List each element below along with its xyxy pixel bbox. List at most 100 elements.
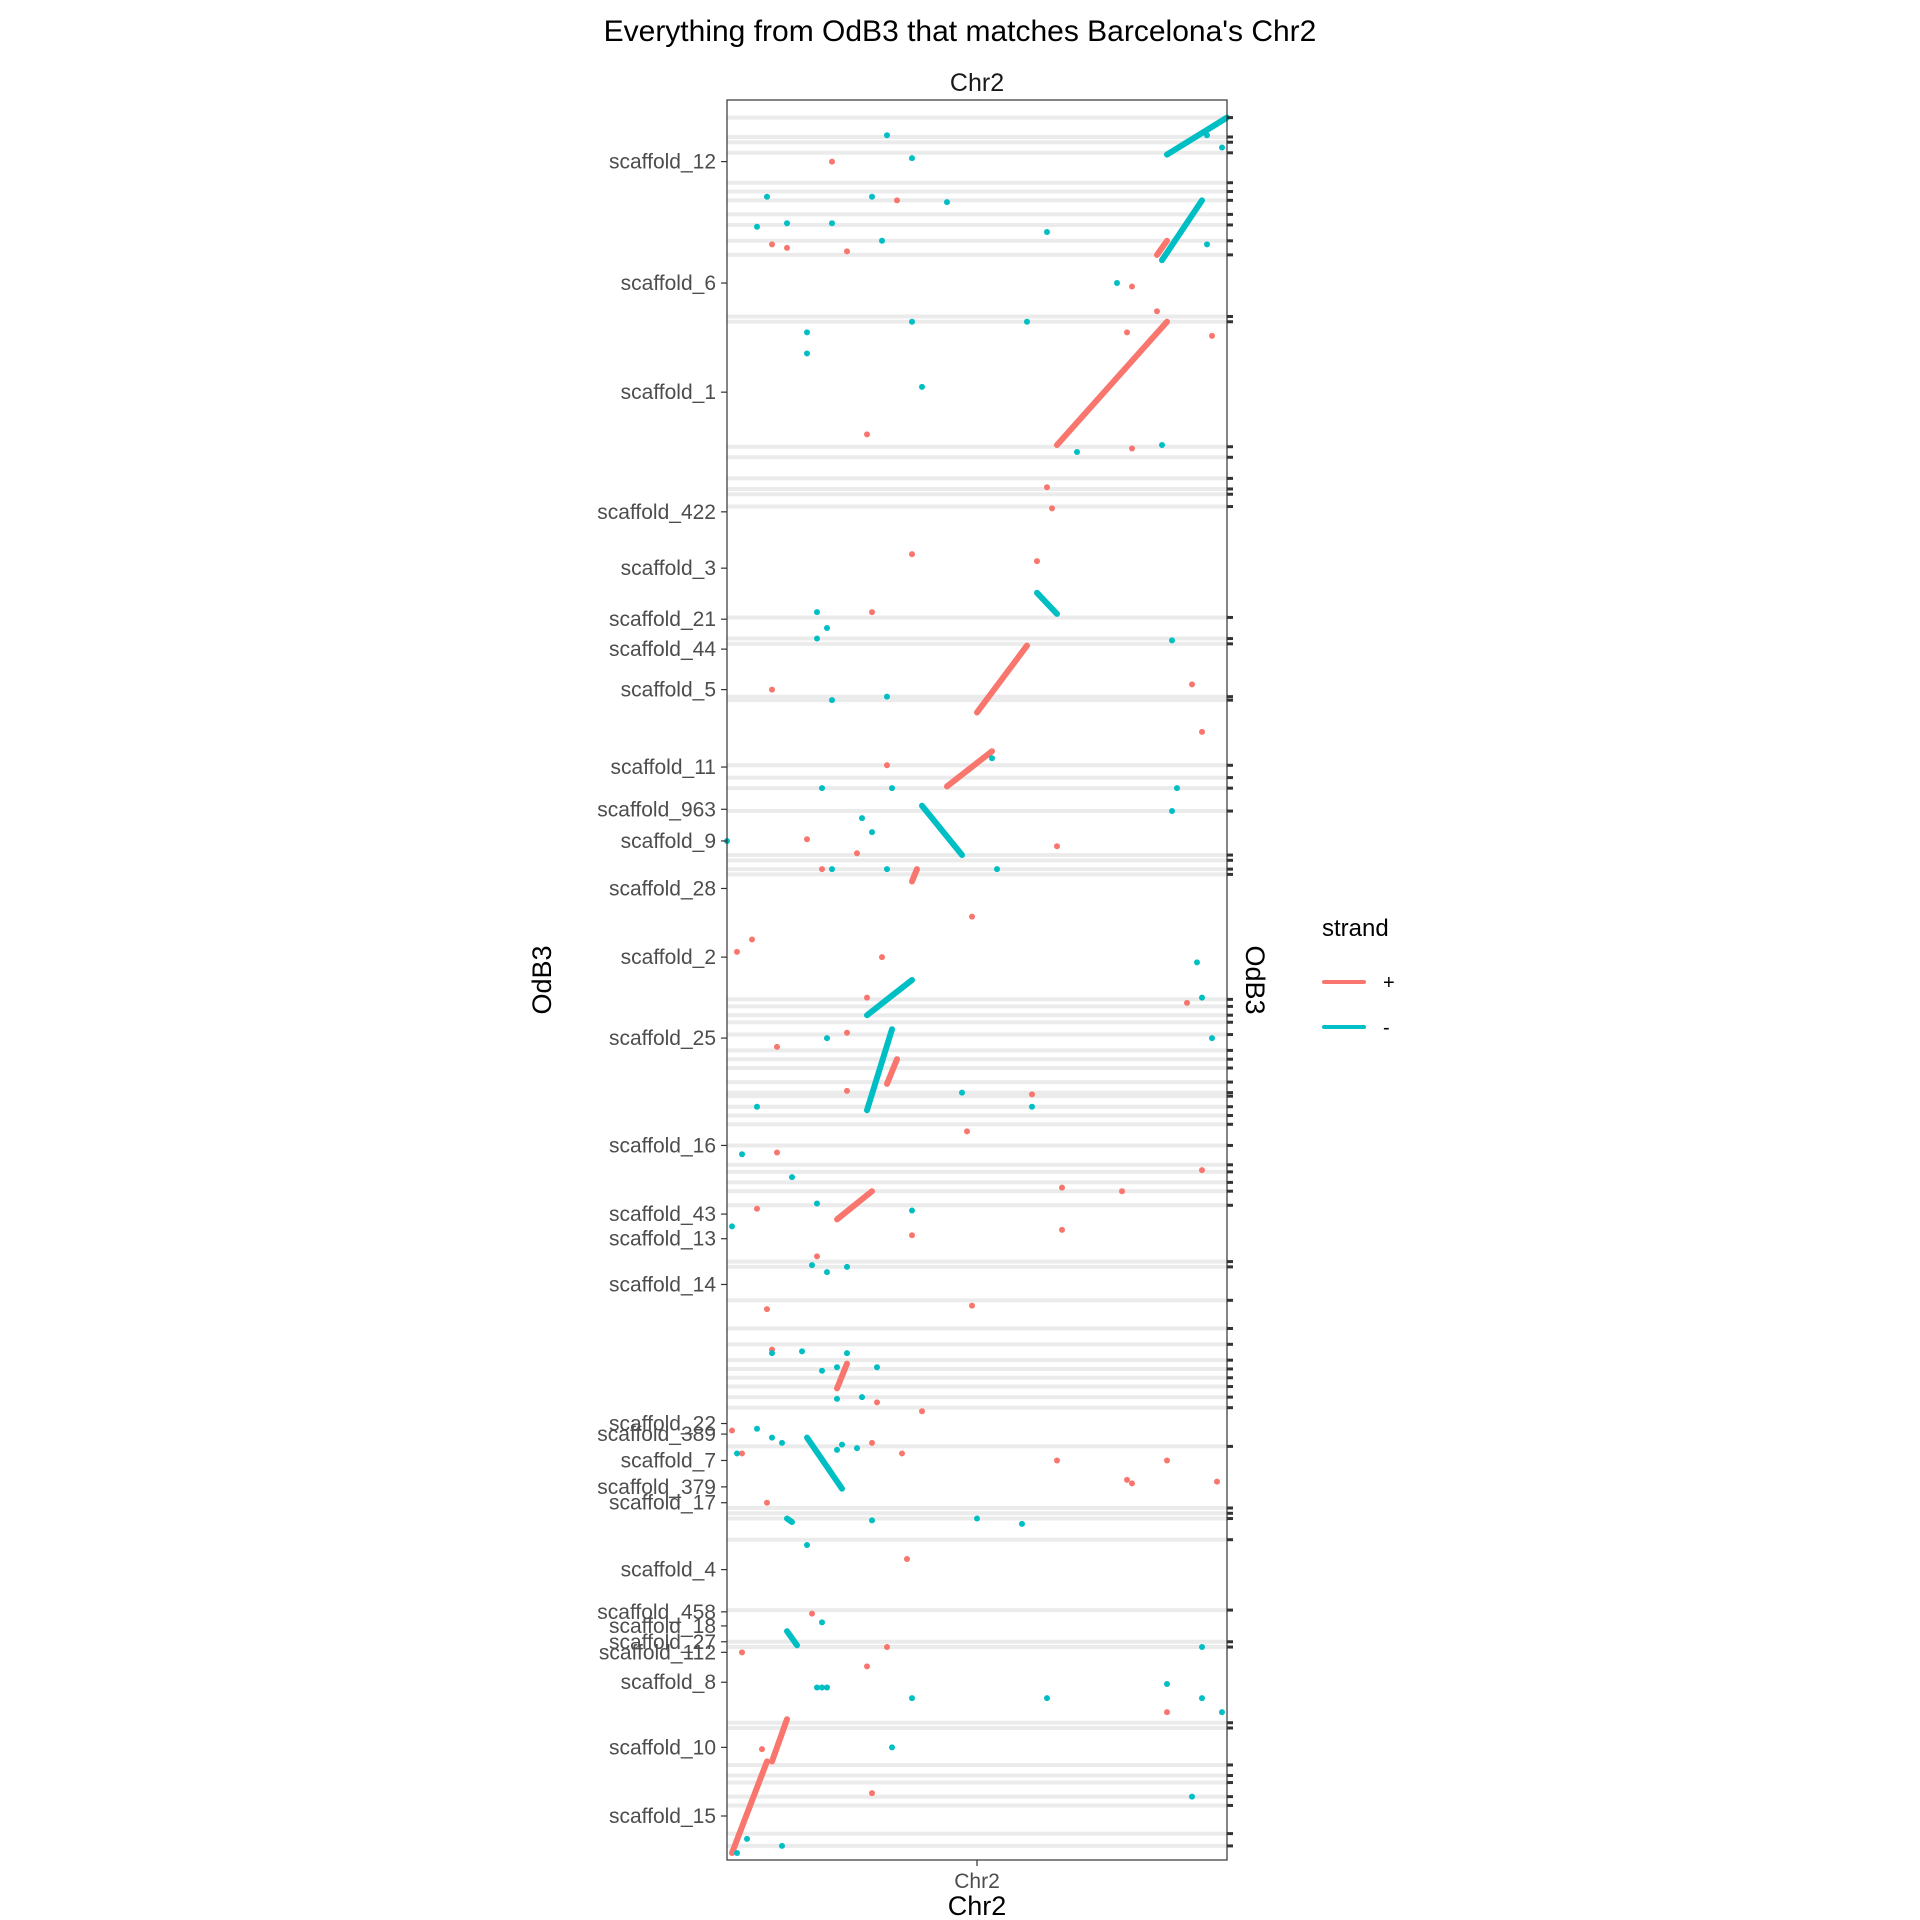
y-axis-tick-label: scaffold_10 xyxy=(609,1736,716,1759)
alignment-point-minus xyxy=(819,1367,825,1374)
alignment-point-minus xyxy=(944,199,950,206)
alignment-point-minus xyxy=(804,1541,810,1548)
alignment-run-plus xyxy=(884,1056,900,1087)
alignment-point-plus xyxy=(969,1302,975,1309)
y-axis-tick-label: scaffold_963 xyxy=(597,798,716,821)
y-axis-tick-label: scaffold_22 xyxy=(609,1413,716,1436)
alignment-point-minus xyxy=(824,1684,830,1691)
y-axis-tick-label: scaffold_422 xyxy=(597,501,716,524)
alignment-point-minus xyxy=(739,1151,745,1158)
alignment-point-plus xyxy=(1164,1457,1170,1464)
alignment-point-minus xyxy=(824,1035,830,1042)
y-axis-tick-label: scaffold_379 xyxy=(597,1476,716,1499)
y-axis-tick-label: scaffold_1 xyxy=(621,381,716,404)
y-axis-tick-label: scaffold_18 xyxy=(609,1615,716,1638)
alignment-point-minus xyxy=(834,1364,840,1371)
alignment-point-minus xyxy=(819,785,825,792)
y-axis-tick-label: scaffold_14 xyxy=(609,1273,716,1296)
alignment-point-minus xyxy=(754,1103,760,1110)
alignment-point-minus xyxy=(909,318,915,325)
alignment-run-plus xyxy=(944,748,995,790)
alignment-point-plus xyxy=(854,850,860,857)
alignment-point-plus xyxy=(1034,558,1040,565)
alignment-point-minus xyxy=(764,193,770,200)
alignment-point-minus xyxy=(814,1684,820,1691)
alignment-point-minus xyxy=(1199,1644,1205,1651)
alignment-point-minus xyxy=(814,635,820,642)
alignment-point-plus xyxy=(909,551,915,558)
y-axis-tick-label: scaffold_8 xyxy=(621,1671,716,1694)
alignment-point-minus xyxy=(814,1200,820,1207)
alignment-point-plus xyxy=(754,1205,760,1212)
alignment-point-minus xyxy=(784,220,790,227)
alignment-point-minus xyxy=(1159,441,1165,448)
alignment-point-plus xyxy=(819,866,825,873)
alignment-point-minus xyxy=(804,329,810,336)
y-axis-tick-label: scaffold_2 xyxy=(621,946,716,969)
alignment-point-minus xyxy=(884,132,890,139)
alignment-run-minus xyxy=(1034,589,1060,617)
alignment-run-minus xyxy=(1159,197,1205,264)
alignment-run-minus xyxy=(784,1515,795,1526)
alignment-point-plus xyxy=(734,948,740,955)
legend: strand + - xyxy=(1322,915,1395,1039)
alignment-point-minus xyxy=(974,1515,980,1522)
alignment-point-minus xyxy=(754,223,760,230)
alignment-point-minus xyxy=(1204,132,1210,139)
alignment-point-plus xyxy=(804,836,810,843)
alignment-point-minus xyxy=(839,1441,845,1448)
alignment-point-minus xyxy=(1164,1681,1170,1687)
alignment-point-minus xyxy=(834,1446,840,1453)
facet-strip: Chr2 xyxy=(950,69,1004,97)
alignment-point-plus xyxy=(1209,332,1215,339)
alignment-point-minus xyxy=(869,193,875,200)
alignment-point-plus xyxy=(764,1306,770,1313)
y-axis-title: OdB3 xyxy=(527,945,557,1014)
alignment-point-plus xyxy=(1214,1478,1220,1485)
alignment-point-minus xyxy=(859,1394,865,1401)
alignment-point-plus xyxy=(829,158,835,165)
alignment-point-minus xyxy=(734,1849,740,1856)
alignment-point-plus xyxy=(964,1128,970,1135)
alignment-point-plus xyxy=(759,1746,765,1753)
series-plus xyxy=(729,158,1220,1856)
alignment-point-plus xyxy=(809,1610,815,1617)
y-axis-tick-label: scaffold_12 xyxy=(609,151,716,174)
alignment-point-minus xyxy=(909,155,915,162)
y-axis-tick-label: scaffold_4 xyxy=(621,1559,717,1582)
alignment-point-minus xyxy=(1204,241,1210,248)
alignment-point-minus xyxy=(1219,1709,1225,1716)
alignment-point-minus xyxy=(799,1348,805,1355)
alignment-point-minus xyxy=(829,220,835,227)
y-axis-tick-label: scaffold_25 xyxy=(609,1027,716,1050)
alignment-point-minus xyxy=(874,1364,880,1371)
alignment-point-minus xyxy=(959,1089,965,1096)
alignment-point-plus xyxy=(1129,1480,1135,1487)
alignment-point-plus xyxy=(844,1029,850,1036)
alignment-point-minus xyxy=(819,1684,825,1691)
alignment-point-minus xyxy=(1169,637,1175,644)
alignment-point-minus xyxy=(1029,1103,1035,1110)
alignment-run-minus xyxy=(919,802,965,859)
alignment-point-plus xyxy=(879,954,885,961)
alignment-point-minus xyxy=(879,237,885,244)
alignment-point-plus xyxy=(769,241,775,248)
alignment-point-plus xyxy=(1059,1184,1065,1191)
y-axis-tick-label: scaffold_11 xyxy=(611,756,716,779)
alignment-point-minus xyxy=(1199,994,1205,1001)
alignment-point-minus xyxy=(1074,449,1080,455)
alignment-point-plus xyxy=(1044,484,1050,491)
alignment-point-minus xyxy=(854,1445,860,1452)
y-axis-title-secondary: OdB3 xyxy=(1240,945,1270,1014)
series-minus xyxy=(724,114,1230,1856)
alignment-point-minus xyxy=(814,609,820,616)
alignment-point-minus xyxy=(729,1223,735,1230)
alignment-point-minus xyxy=(769,1434,775,1441)
alignment-run-plus xyxy=(729,1758,770,1856)
alignment-point-plus xyxy=(1199,728,1205,735)
alignment-point-minus xyxy=(1219,144,1225,151)
scaffold-bands xyxy=(727,115,1227,1848)
alignment-point-minus xyxy=(829,866,835,873)
alignment-point-plus xyxy=(1154,308,1160,315)
alignment-point-minus xyxy=(989,755,995,762)
